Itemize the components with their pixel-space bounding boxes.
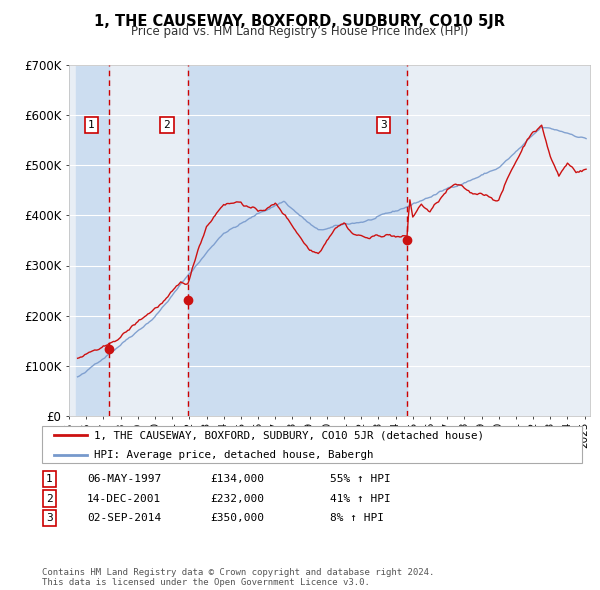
Text: £134,000: £134,000 — [210, 474, 264, 484]
Text: £232,000: £232,000 — [210, 494, 264, 503]
Text: 1: 1 — [46, 474, 53, 484]
Text: 14-DEC-2001: 14-DEC-2001 — [87, 494, 161, 503]
Text: Price paid vs. HM Land Registry’s House Price Index (HPI): Price paid vs. HM Land Registry’s House … — [131, 25, 469, 38]
Text: £350,000: £350,000 — [210, 513, 264, 523]
Text: Contains HM Land Registry data © Crown copyright and database right 2024.
This d: Contains HM Land Registry data © Crown c… — [42, 568, 434, 587]
Text: 2: 2 — [164, 120, 170, 130]
Text: 55% ↑ HPI: 55% ↑ HPI — [330, 474, 391, 484]
Text: 1, THE CAUSEWAY, BOXFORD, SUDBURY, CO10 5JR (detached house): 1, THE CAUSEWAY, BOXFORD, SUDBURY, CO10 … — [94, 431, 484, 440]
Bar — [188, 65, 407, 416]
Text: HPI: Average price, detached house, Babergh: HPI: Average price, detached house, Babe… — [94, 451, 374, 460]
Text: 8% ↑ HPI: 8% ↑ HPI — [330, 513, 384, 523]
Text: 06-MAY-1997: 06-MAY-1997 — [87, 474, 161, 484]
Text: 2: 2 — [46, 494, 53, 503]
Text: 02-SEP-2014: 02-SEP-2014 — [87, 513, 161, 523]
Text: 3: 3 — [46, 513, 53, 523]
Bar — [76, 65, 109, 416]
Text: 3: 3 — [380, 120, 387, 130]
Text: 1: 1 — [88, 120, 95, 130]
Text: 1, THE CAUSEWAY, BOXFORD, SUDBURY, CO10 5JR: 1, THE CAUSEWAY, BOXFORD, SUDBURY, CO10 … — [95, 14, 505, 29]
Text: 41% ↑ HPI: 41% ↑ HPI — [330, 494, 391, 503]
